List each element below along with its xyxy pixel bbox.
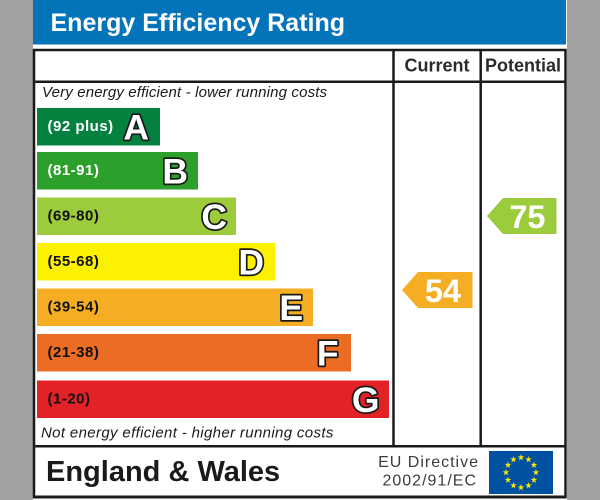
svg-text:75: 75: [509, 199, 545, 235]
svg-text:Energy Efficiency Rating: Energy Efficiency Rating: [51, 9, 346, 37]
svg-text:(81-91): (81-91): [48, 162, 100, 179]
svg-text:F: F: [317, 333, 339, 373]
svg-text:England & Wales: England & Wales: [46, 456, 280, 488]
svg-text:Potential: Potential: [485, 56, 561, 76]
svg-text:(69-80): (69-80): [48, 208, 100, 225]
svg-text:Very energy efficient - lower: Very energy efficient - lower running co…: [42, 84, 328, 101]
svg-text:EU Directive: EU Directive: [378, 454, 479, 471]
svg-text:E: E: [279, 288, 303, 328]
svg-text:G: G: [352, 380, 380, 420]
svg-text:54: 54: [425, 273, 461, 309]
svg-text:(92 plus): (92 plus): [48, 118, 114, 135]
svg-text:(55-68): (55-68): [48, 253, 100, 270]
svg-text:Current: Current: [404, 56, 469, 76]
svg-text:(21-38): (21-38): [48, 344, 100, 361]
svg-text:A: A: [123, 107, 149, 147]
svg-text:(39-54): (39-54): [48, 299, 100, 316]
svg-text:2002/91/EC: 2002/91/EC: [382, 473, 477, 490]
svg-text:(1-20): (1-20): [48, 391, 91, 408]
svg-text:Not energy efficient - higher: Not energy efficient - higher running co…: [41, 425, 334, 442]
svg-text:B: B: [162, 151, 188, 191]
svg-text:D: D: [238, 242, 264, 282]
svg-text:C: C: [201, 197, 227, 237]
